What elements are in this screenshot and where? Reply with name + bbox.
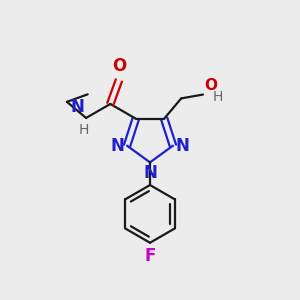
Text: N: N [71,98,85,116]
Text: O: O [204,78,218,93]
Text: N: N [143,164,157,182]
Text: N: N [111,137,125,155]
Text: O: O [112,57,126,75]
Text: H: H [212,90,223,104]
Text: F: F [144,247,156,265]
Text: N: N [175,137,189,155]
Text: H: H [79,123,89,137]
